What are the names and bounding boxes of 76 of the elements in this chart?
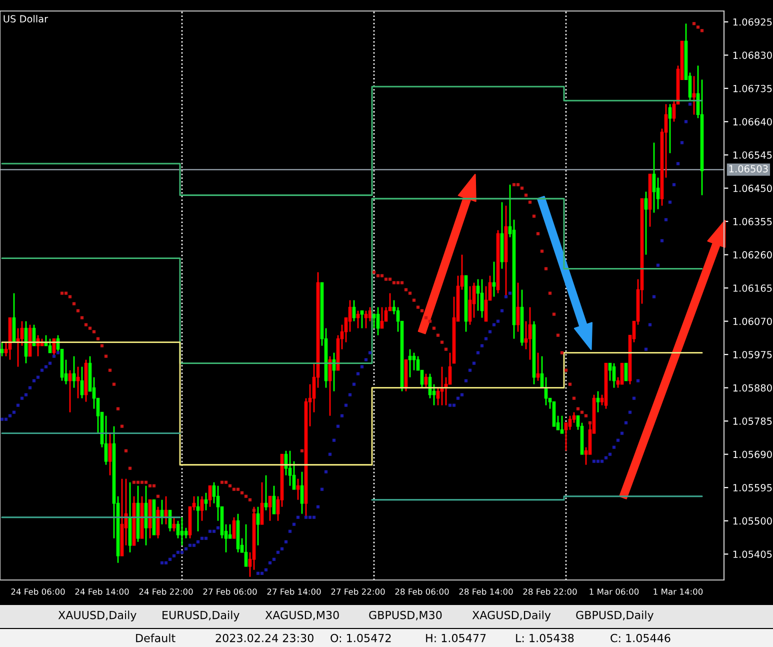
candlestick — [244, 524, 248, 568]
candlestick — [300, 471, 304, 515]
candlestick — [292, 460, 296, 490]
candlestick — [20, 320, 24, 346]
candlestick — [472, 282, 476, 318]
candlestick — [268, 496, 272, 522]
candlestick — [528, 306, 532, 360]
text: XAUUSD,Daily — [58, 610, 136, 622]
candlestick — [656, 176, 660, 210]
candlestick — [644, 190, 648, 256]
y-tick-label: 1.05595 — [733, 484, 772, 492]
candlestick — [232, 516, 236, 540]
text: Default — [136, 634, 176, 642]
candlestick — [612, 362, 616, 388]
text: XAGUSD,M30 — [265, 610, 339, 620]
candlestick — [668, 103, 672, 154]
ref-line-label: 1.06503 — [729, 165, 768, 172]
candlestick — [260, 482, 264, 526]
y-tick-label: 1.06450 — [733, 184, 772, 192]
candlestick — [212, 482, 216, 504]
candlestick — [272, 485, 276, 515]
candlestick — [480, 278, 484, 318]
candlestick — [104, 415, 108, 466]
y-tick-label: 1.06925 — [733, 18, 772, 26]
text: 2023.02.24 23:30 — [216, 634, 314, 642]
x-tick-label: 1 Mar 14:00 — [654, 588, 703, 595]
candlestick — [176, 520, 180, 540]
y-tick-label: 1.05500 — [733, 517, 772, 525]
y-tick-label: 1.06830 — [733, 52, 772, 59]
x-tick-label: 28 Feb 14:00 — [459, 588, 513, 595]
y-tick-label: 1.06545 — [733, 151, 772, 159]
candlestick — [108, 432, 112, 476]
x-tick-label: 28 Feb 06:00 — [395, 588, 449, 595]
y-tick-label: 1.05690 — [733, 450, 772, 458]
candlestick — [692, 75, 696, 116]
x-tick-label: 24 Feb 22:00 — [139, 588, 193, 595]
candlestick — [620, 362, 624, 385]
text: O: 1.05472 — [330, 634, 391, 642]
candlestick — [208, 485, 212, 508]
y-tick-label: 1.06070 — [733, 318, 772, 326]
candlestick — [80, 366, 84, 399]
y-tick-label: 1.06355 — [733, 218, 772, 226]
text: L: 1.05438 — [516, 634, 574, 642]
y-tick-label: 1.06165 — [733, 284, 772, 292]
candlestick — [448, 352, 452, 385]
y-tick-label: 1.05405 — [733, 550, 772, 558]
y-tick-label: 1.06260 — [733, 251, 772, 259]
candlestick — [256, 506, 260, 546]
candlestick — [624, 362, 628, 382]
y-tick-label: 1.05785 — [733, 418, 772, 425]
candlestick — [348, 300, 352, 332]
candlestick — [652, 142, 656, 214]
candlestick — [352, 300, 356, 322]
candlestick — [516, 282, 520, 332]
x-tick-label: 24 Feb 14:00 — [75, 588, 129, 595]
text: H: 1.05477 — [426, 634, 486, 642]
chart-title: US Dollar — [4, 14, 48, 23]
y-tick-label: 1.06735 — [733, 84, 772, 92]
candlestick — [468, 286, 472, 326]
y-tick-label: 1.05880 — [733, 384, 772, 392]
x-tick-label: 27 Feb 06:00 — [203, 588, 257, 595]
x-tick-label: 27 Feb 14:00 — [267, 588, 321, 595]
candlestick — [200, 496, 204, 522]
y-tick-label: 1.05975 — [733, 350, 772, 358]
candlestick — [484, 286, 488, 322]
text: XAGUSD,Daily — [472, 610, 551, 622]
text: GBPUSD,Daily — [576, 610, 654, 622]
x-tick-label: 27 Feb 22:00 — [331, 588, 385, 595]
text: EURUSD,Daily — [162, 610, 240, 622]
text: GBPUSD,M30 — [369, 610, 442, 620]
x-tick-label: 1 Mar 06:00 — [590, 588, 639, 595]
x-tick-label: 24 Feb 06:00 — [11, 588, 65, 595]
text: C: 1.05446 — [610, 634, 670, 642]
x-tick-label: 28 Feb 22:00 — [523, 588, 577, 595]
y-tick-label: 1.06640 — [733, 118, 772, 126]
candlestick — [376, 306, 380, 336]
